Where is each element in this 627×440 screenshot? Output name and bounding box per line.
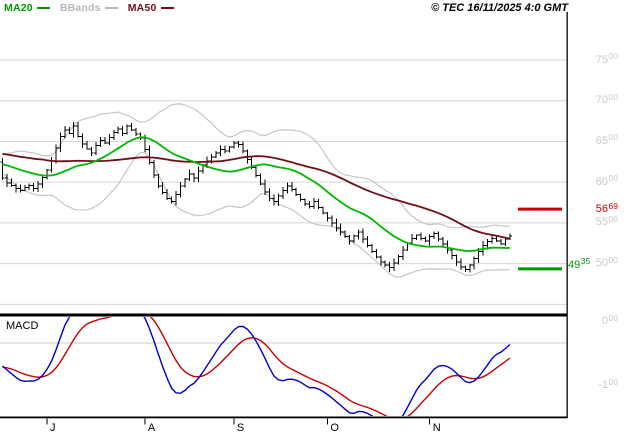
month-label: S (236, 422, 245, 434)
level-label-support: 4935 (568, 256, 591, 271)
price-tick-label: 7000 (595, 91, 618, 107)
macd-signal-line (2, 317, 511, 416)
bollinger-upper-line (2, 103, 510, 229)
copyright-text: © TEC 16/11/2025 4:0 GMT (431, 2, 568, 14)
legend-dash-icon (36, 7, 50, 9)
macd-label: MACD (6, 320, 39, 332)
ma20-line (2, 136, 510, 252)
month-label: J (50, 422, 56, 434)
price-tick-label: 7500 (595, 51, 618, 66)
month-label: N (432, 422, 441, 434)
right-axis (566, 12, 568, 418)
macd-line (2, 317, 511, 416)
legend-label-ma20: MA20 (4, 2, 33, 14)
price-tick-label: 6000 (595, 173, 618, 188)
ma50-line (2, 152, 510, 240)
month-label: O (330, 422, 339, 434)
month-label: A (147, 422, 156, 434)
price-tick-label: 6500 (595, 132, 618, 147)
macd-pane (0, 317, 567, 416)
legend-dash-icon (160, 7, 174, 9)
price-pane (0, 59, 567, 305)
price-tick-label: 5500 (595, 213, 618, 229)
price-tick-label: 5000 (595, 254, 618, 270)
panel-separator (0, 313, 567, 317)
legend-label-ma50: MA50 (127, 2, 157, 14)
axes (0, 12, 568, 425)
legend-label-bbands: BBands (59, 2, 101, 14)
macd-tick-label: -100 (598, 376, 618, 392)
legend: MA20 BBands MA50 (4, 2, 184, 14)
macd-tick-label: 000 (601, 312, 618, 328)
level-label-resistance: 5669 (595, 200, 618, 216)
bottom-axis (0, 416, 568, 419)
legend-dash-icon (104, 7, 118, 9)
bollinger-lower-line (2, 151, 510, 278)
ohlc-bars (0, 122, 512, 273)
